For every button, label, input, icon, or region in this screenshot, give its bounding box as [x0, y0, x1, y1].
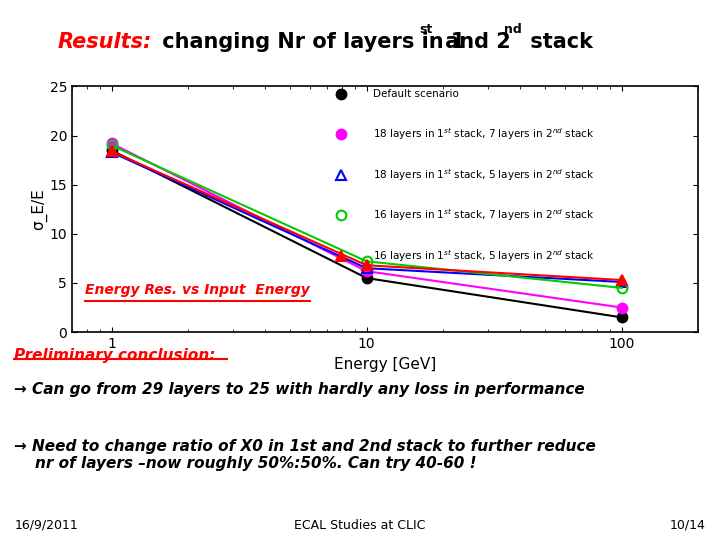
Text: Default scenario: Default scenario	[373, 89, 459, 99]
Y-axis label: σ_E/E: σ_E/E	[30, 188, 47, 230]
Text: nd: nd	[504, 23, 522, 36]
Text: 16/9/2011: 16/9/2011	[14, 519, 78, 532]
Text: Preliminary conclusion:: Preliminary conclusion:	[14, 348, 216, 363]
Text: 10/14: 10/14	[670, 519, 706, 532]
Text: 18 layers in 1$^{st}$ stack, 7 layers in 2$^{nd}$ stack: 18 layers in 1$^{st}$ stack, 7 layers in…	[373, 126, 594, 142]
Text: st: st	[419, 23, 432, 36]
Text: → Need to change ratio of X0 in 1st and 2nd stack to further reduce
    nr of la: → Need to change ratio of X0 in 1st and …	[14, 438, 596, 471]
Text: ECAL Studies at CLIC: ECAL Studies at CLIC	[294, 519, 426, 532]
Text: 18 layers in 1$^{st}$ stack, 5 layers in 2$^{nd}$ stack: 18 layers in 1$^{st}$ stack, 5 layers in…	[373, 167, 594, 183]
Text: stack: stack	[523, 32, 593, 52]
Text: and 2: and 2	[438, 32, 510, 52]
Text: 16 layers in 1$^{st}$ stack, 7 layers in 2$^{nd}$ stack: 16 layers in 1$^{st}$ stack, 7 layers in…	[373, 207, 594, 224]
X-axis label: Energy [GeV]: Energy [GeV]	[334, 356, 436, 372]
Text: changing Nr of layers in 1: changing Nr of layers in 1	[155, 32, 465, 52]
Text: Results:: Results:	[58, 32, 152, 52]
Text: Energy Res. vs Input  Energy: Energy Res. vs Input Energy	[84, 284, 310, 298]
Text: → Can go from 29 layers to 25 with hardly any loss in performance: → Can go from 29 layers to 25 with hardl…	[14, 382, 585, 397]
Text: 16 layers in 1$^{st}$ stack, 5 layers in 2$^{nd}$ stack: 16 layers in 1$^{st}$ stack, 5 layers in…	[373, 248, 594, 264]
